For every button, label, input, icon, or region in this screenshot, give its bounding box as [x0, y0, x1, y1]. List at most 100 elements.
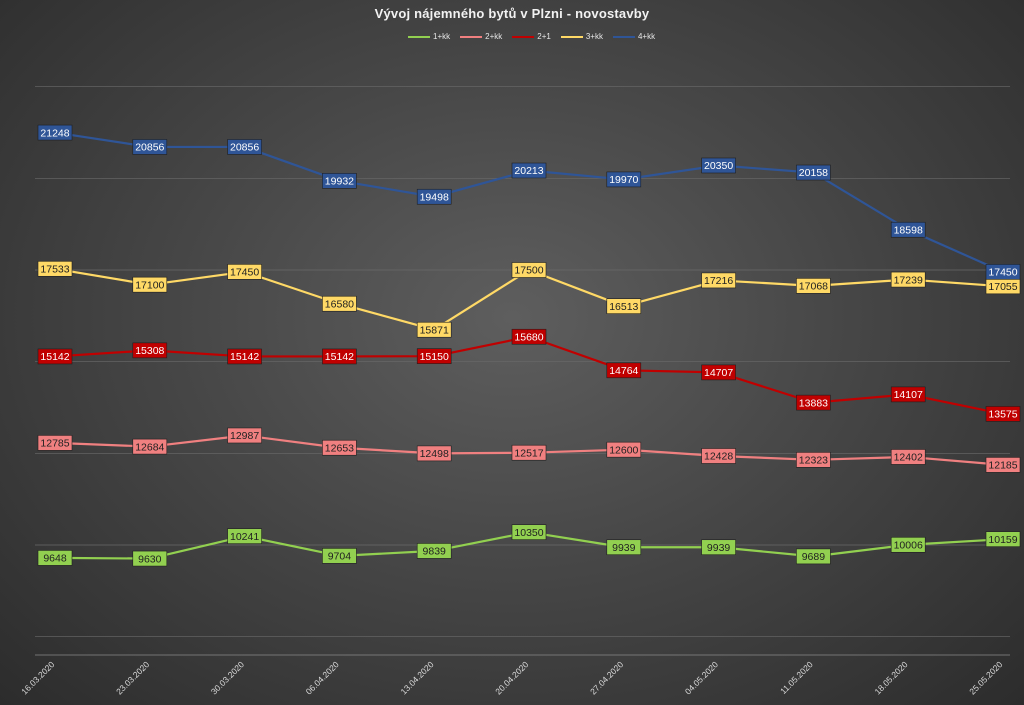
data-label-box	[37, 550, 73, 566]
data-label: 17239	[894, 274, 923, 286]
data-label-box	[985, 406, 1021, 422]
legend-label: 4+kk	[637, 32, 656, 41]
data-label-box	[796, 278, 831, 294]
series-line-2+1	[54, 335, 1004, 415]
data-label-box	[985, 457, 1021, 473]
legend-label: 3+kk	[585, 32, 603, 41]
data-label: 15871	[420, 324, 449, 336]
data-label-box	[227, 348, 262, 365]
data-label: 12684	[135, 441, 164, 453]
data-label: 13883	[799, 397, 828, 409]
data-label: 15142	[40, 351, 69, 363]
chart-title: Vývoj nájemného bytů v Plzni - novostavb…	[374, 6, 650, 21]
data-label: 19932	[325, 176, 354, 188]
data-label: 16513	[609, 301, 638, 313]
data-label: 14707	[704, 367, 733, 379]
data-label: 20856	[230, 142, 259, 154]
data-label-box	[322, 439, 357, 456]
data-label-box	[890, 221, 926, 238]
data-label-box	[227, 528, 262, 544]
x-tick-label: 27.04.2020	[588, 659, 625, 696]
x-tick-label: 18.05.2020	[872, 659, 909, 696]
data-label-box	[890, 536, 926, 553]
data-label-box	[606, 539, 642, 556]
data-label-box	[132, 342, 168, 359]
data-label: 13575	[988, 409, 1017, 421]
data-label: 14107	[894, 389, 923, 401]
data-label-box	[322, 295, 357, 312]
data-label: 20350	[704, 160, 733, 172]
data-label-box	[985, 264, 1021, 280]
data-label: 20158	[799, 167, 828, 179]
data-label: 12185	[988, 460, 1017, 472]
data-label: 20213	[514, 165, 543, 177]
data-label: 15142	[230, 351, 259, 363]
data-label-box	[796, 548, 831, 565]
data-label-box	[511, 162, 547, 179]
data-label: 15150	[420, 351, 449, 363]
legend-label: 1+kk	[433, 32, 451, 41]
data-label: 10241	[230, 531, 259, 543]
data-label-box	[701, 448, 736, 464]
data-label: 9704	[328, 551, 352, 563]
data-label-box	[511, 444, 547, 461]
data-label-box	[416, 543, 452, 559]
data-label: 17055	[988, 281, 1017, 293]
legend-swatch	[560, 35, 583, 38]
data-label: 10350	[514, 527, 543, 539]
legend-item-2+1: 2+1	[512, 32, 551, 41]
legend-swatch	[612, 35, 635, 38]
data-label: 9939	[707, 542, 731, 554]
data-label-box	[606, 441, 642, 458]
data-label: 17450	[230, 267, 259, 279]
data-label-box	[416, 445, 452, 462]
data-label: 12498	[420, 448, 449, 460]
legend-swatch	[408, 35, 430, 38]
legend-label: 2+kk	[485, 32, 503, 41]
data-label-box	[227, 139, 262, 155]
data-label-box	[37, 260, 73, 277]
data-label-box	[796, 164, 831, 181]
data-label: 9839	[423, 546, 447, 558]
data-label-box	[985, 531, 1021, 547]
data-label-box	[890, 386, 926, 403]
data-label-box	[511, 524, 547, 540]
data-label-box	[796, 452, 831, 468]
data-label: 12987	[230, 430, 259, 442]
data-label: 19970	[609, 174, 638, 186]
series-line-4+kk	[54, 131, 1004, 273]
data-label: 10159	[988, 534, 1017, 546]
x-tick-label: 06.04.2020	[304, 659, 341, 696]
x-tick-label: 16.03.2020	[19, 659, 56, 696]
data-label: 12402	[894, 452, 923, 464]
legend-item-1+kk: 1+kk	[408, 32, 450, 41]
legend-item-2+kk: 2+kk	[460, 32, 502, 41]
data-label: 15308	[135, 345, 164, 357]
data-label-box	[606, 362, 642, 379]
data-label: 21248	[40, 127, 69, 139]
legend-swatch	[460, 35, 483, 38]
x-tick-label: 13.04.2020	[398, 659, 435, 696]
data-label-box	[890, 271, 926, 288]
data-label: 9689	[802, 551, 826, 563]
x-tick-label: 23.03.2020	[114, 659, 151, 696]
data-label: 9939	[612, 542, 636, 554]
data-label: 12785	[40, 438, 69, 450]
data-label-box	[606, 298, 642, 314]
data-label: 9630	[138, 553, 162, 565]
data-label-box	[511, 328, 547, 345]
legend-swatch	[512, 35, 535, 38]
data-label-box	[37, 348, 73, 365]
data-label-box	[701, 364, 736, 381]
data-label: 18598	[894, 224, 923, 236]
data-label-box	[132, 276, 168, 293]
data-label: 12428	[704, 451, 733, 463]
data-label: 16580	[325, 298, 354, 310]
data-label-box	[37, 124, 73, 141]
data-label: 15680	[514, 331, 543, 343]
data-label-box	[701, 157, 736, 174]
data-label-box	[132, 139, 168, 155]
data-label: 10006	[894, 539, 923, 551]
data-label-box	[132, 438, 168, 455]
